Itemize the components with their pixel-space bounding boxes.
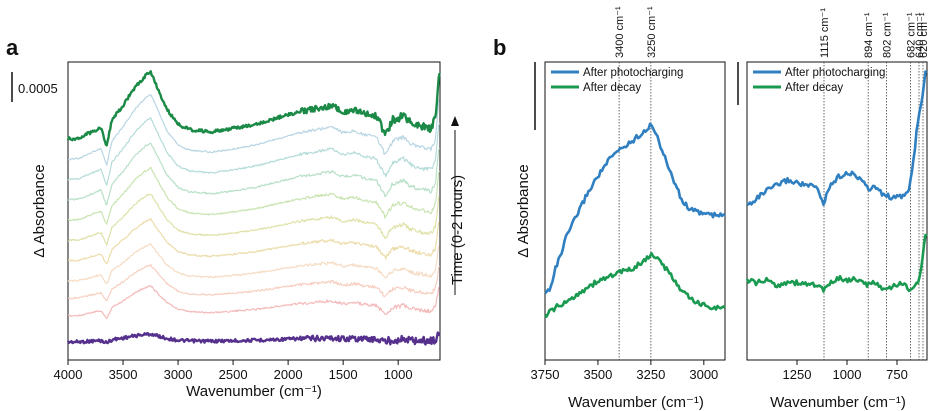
panel-b-left-reference-label: 3250 cm⁻¹ xyxy=(646,6,658,58)
panel-a-spectrum xyxy=(68,94,440,166)
panel-b-left-reference-label: 3400 cm⁻¹ xyxy=(614,6,626,58)
panel-a-spectrum xyxy=(66,331,441,346)
time-label: Time (0-2 hours) xyxy=(449,175,466,285)
time-arrow-head xyxy=(451,116,459,126)
panel-b-left-xticks: 3750 3500 3250 3000 xyxy=(531,360,718,382)
panel-b-left-legend-label: After photocharging xyxy=(583,67,683,79)
panel-b-right-legend-label: After photocharging xyxy=(785,67,885,79)
panel-b-left-xtick-label: 3500 xyxy=(583,367,612,382)
panel-b-left-legend-label: After decay xyxy=(583,82,641,94)
panel-a-spectrum xyxy=(66,70,441,147)
panel-a-spectrum xyxy=(67,218,440,265)
panel-b-right-legend-label: After decay xyxy=(785,82,843,94)
panel-b-right-xtick-label: 750 xyxy=(886,367,908,382)
panel-b-right-reference-label: 620 cm⁻¹ xyxy=(918,12,930,58)
panel-b-left-xtick-label: 3750 xyxy=(531,367,560,382)
panel-b-ylabel: Δ Absorbance xyxy=(515,164,532,257)
panel-a-xtick-label: 1000 xyxy=(384,367,413,382)
panel-b-right-reference-label: 894 cm⁻¹ xyxy=(863,12,875,58)
panel-b-right-xticks: 1250 1000 750 xyxy=(783,360,908,382)
panel-b-right-xlabel: Wavenumber (cm⁻¹) xyxy=(770,394,906,411)
panel-b-left-frame xyxy=(544,61,726,361)
panel-a-xtick-label: 2500 xyxy=(219,367,248,382)
panel-a-xtick-label: 4000 xyxy=(54,367,83,382)
panel-b-right-spectrum xyxy=(746,70,928,206)
panel-b-right-xtick-label: 1000 xyxy=(833,367,862,382)
panel-a-xtick-label: 3500 xyxy=(109,367,138,382)
panel-a-spectrum xyxy=(67,193,440,246)
panel-label-b: b xyxy=(493,35,506,60)
panel-b-left-legend: After photocharging After decay xyxy=(551,67,683,94)
panel-a-spectrum xyxy=(67,285,440,319)
panel-b-left-spectrum xyxy=(544,122,726,295)
panel-b-right-reference-label: 682 cm⁻¹ xyxy=(906,12,918,58)
panel-b-left-reference-lines: 3400 cm⁻¹ 3250 cm⁻¹ xyxy=(614,6,658,360)
panel-b-right-frame xyxy=(746,61,928,361)
panel-a-spectrum xyxy=(67,142,441,206)
panel-b-left-xtick-label: 3250 xyxy=(636,367,665,382)
panel-a-spectrum xyxy=(67,166,441,225)
panel-a-frame xyxy=(67,61,441,361)
panel-b-left-xlabel: Wavenumber (cm⁻¹) xyxy=(568,394,704,411)
panel-a-xtick-label: 3000 xyxy=(164,367,193,382)
panel-a-xtick-label: 2000 xyxy=(274,367,303,382)
panel-b-right-reference-label: 640 cm⁻¹ xyxy=(914,12,926,58)
panel-a-xticks: 4000 3500 3000 2500 2000 1500 1000 xyxy=(54,360,413,382)
panel-a-spectrum xyxy=(67,263,441,302)
panel-a: 0.0005 Δ Absorbance Wavenumber (cm⁻¹) 40… xyxy=(11,61,466,400)
panel-a-xlabel: Wavenumber (cm⁻¹) xyxy=(186,383,322,400)
panel-b-left: Δ Absorbance Wavenumber (cm⁻¹) 3400 cm⁻¹… xyxy=(515,6,726,411)
scale-bar-label: 0.0005 xyxy=(18,81,58,96)
panel-b-right-reference-label: 802 cm⁻¹ xyxy=(882,12,894,58)
panel-b-left-spectrum xyxy=(543,252,726,318)
panel-b-left-series xyxy=(543,122,726,318)
panel-a-ylabel: Δ Absorbance xyxy=(31,164,48,257)
panel-b-right-legend: After photocharging After decay xyxy=(753,67,885,94)
panel-a-series xyxy=(66,70,441,346)
panel-a-spectrum xyxy=(67,243,440,285)
panel-b-right-spectrum xyxy=(745,233,928,293)
panel-b-right-series xyxy=(745,70,928,293)
panel-b-left-xtick-label: 3000 xyxy=(689,367,718,382)
panel-a-spectrum xyxy=(67,117,441,186)
panel-b-right-xtick-label: 1250 xyxy=(783,367,812,382)
panel-b-right-reference-label: 1115 cm⁻¹ xyxy=(819,8,831,58)
panel-label-a: a xyxy=(6,35,19,60)
panel-a-xtick-label: 1500 xyxy=(329,367,358,382)
panel-b-right: Wavenumber (cm⁻¹) 1115 cm⁻¹ 894 cm⁻¹ 802 c… xyxy=(737,8,930,411)
